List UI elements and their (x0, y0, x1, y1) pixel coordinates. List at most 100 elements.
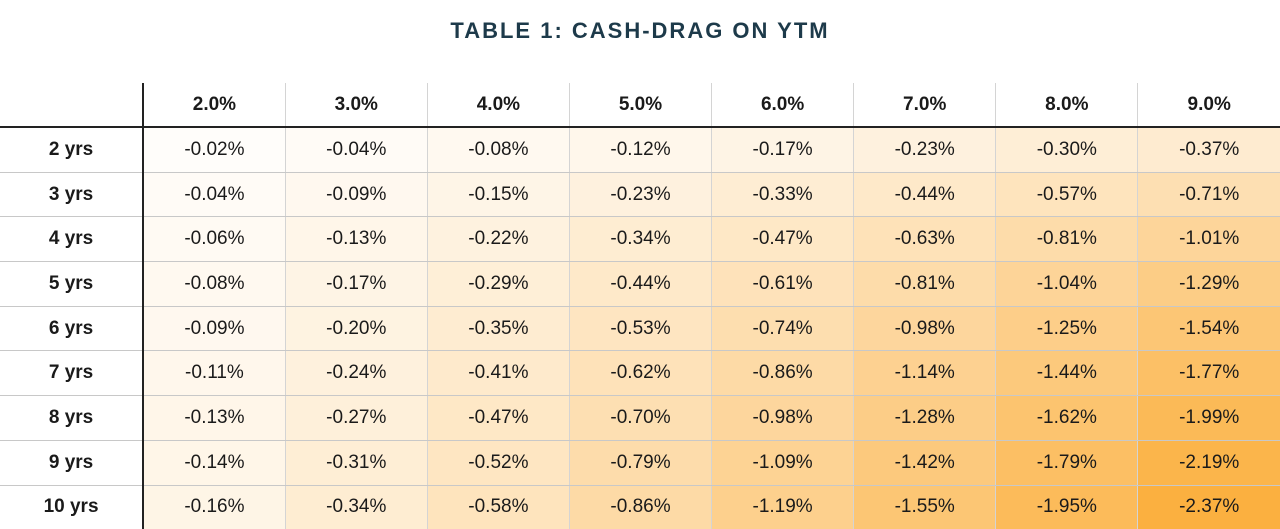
heatmap-cell: -1.25% (995, 306, 1138, 352)
heatmap-cell: -0.35% (426, 306, 570, 352)
table-row: 7 yrs -0.11% -0.24% -0.41% -0.62% -0.86% -1.14… (0, 350, 1280, 397)
heatmap-cell: -0.08% (142, 261, 286, 307)
heatmap-cell: -0.08% (426, 127, 570, 173)
heatmap-cell: -0.27% (284, 395, 428, 441)
column-header: 6.0% (711, 83, 854, 128)
heatmap-cell: -0.86% (711, 350, 854, 397)
table-row: 10 yrs -0.16% -0.34% -0.58% -0.86% -1.19% -1.5… (0, 485, 1280, 529)
heatmap-cell: -0.30% (995, 127, 1138, 173)
column-header: 7.0% (853, 83, 996, 128)
heatmap-cell: -0.12% (568, 127, 712, 173)
heatmap-cell: -0.57% (995, 172, 1138, 218)
heatmap-cell: -0.15% (426, 172, 570, 218)
table-row: 2 yrs -0.02% -0.04% -0.08% -0.12% -0.17% -0.23… (0, 127, 1280, 173)
heatmap-cell: -1.09% (711, 440, 854, 486)
heatmap-cell: -1.54% (1137, 306, 1280, 352)
table-row: 4 yrs -0.06% -0.13% -0.22% -0.34% -0.47% -0.63… (0, 216, 1280, 263)
heatmap-cell: -0.06% (142, 216, 286, 263)
column-header: 9.0% (1137, 83, 1280, 128)
row-header: 9 yrs (0, 440, 145, 486)
heatmap-cell: -0.16% (142, 485, 286, 529)
heatmap-cell: -0.23% (568, 172, 712, 218)
heatmap-cell: -0.63% (853, 216, 996, 263)
heatmap-cell: -0.20% (284, 306, 428, 352)
heatmap-cell: -0.14% (142, 440, 286, 486)
heatmap-cell: -1.14% (853, 350, 996, 397)
heatmap-cell: -1.99% (1137, 395, 1280, 441)
heatmap-cell: -1.19% (711, 485, 854, 529)
column-header: 2.0% (142, 83, 286, 128)
heatmap-cell: -0.33% (711, 172, 854, 218)
heatmap-cell: -0.74% (711, 306, 854, 352)
table-row: 3 yrs -0.04% -0.09% -0.15% -0.23% -0.33% -0.44… (0, 172, 1280, 218)
heatmap-cell: -0.31% (284, 440, 428, 486)
heatmap-cell: -1.79% (995, 440, 1138, 486)
heatmap-cell: -0.09% (284, 172, 428, 218)
heatmap-cell: -0.17% (711, 127, 854, 173)
row-header: 4 yrs (0, 216, 145, 263)
heatmap-cell: -0.98% (853, 306, 996, 352)
heatmap-cell: -0.81% (995, 216, 1138, 263)
row-header: 5 yrs (0, 261, 145, 307)
heatmap-cell: -0.11% (142, 350, 286, 397)
row-header: 2 yrs (0, 127, 145, 173)
heatmap-cell: -1.01% (1137, 216, 1280, 263)
heatmap-cell: -0.70% (568, 395, 712, 441)
heatmap-cell: -2.19% (1137, 440, 1280, 486)
column-header: 8.0% (995, 83, 1138, 128)
row-header: 8 yrs (0, 395, 145, 441)
heatmap-cell: -0.86% (568, 485, 712, 529)
heatmap-cell: -1.29% (1137, 261, 1280, 307)
table-row: 5 yrs -0.08% -0.17% -0.29% -0.44% -0.61% -0.81… (0, 261, 1280, 307)
table-row: 8 yrs -0.13% -0.27% -0.47% -0.70% -0.98% -1.28… (0, 395, 1280, 441)
heatmap-cell: -1.04% (995, 261, 1138, 307)
heatmap-cell: -0.13% (284, 216, 428, 263)
heatmap-cell: -0.47% (711, 216, 854, 263)
column-header: 4.0% (426, 83, 570, 128)
heatmap-cell: -0.58% (426, 485, 570, 529)
heatmap-cell: -0.53% (568, 306, 712, 352)
heatmap-cell: -0.34% (284, 485, 428, 529)
heatmap-cell: -0.44% (853, 172, 996, 218)
heatmap-cell: -0.71% (1137, 172, 1280, 218)
row-header: 6 yrs (0, 306, 145, 352)
heatmap-cell: -0.52% (426, 440, 570, 486)
row-header: 10 yrs (0, 485, 145, 529)
heatmap-cell: -0.37% (1137, 127, 1280, 173)
column-header: 5.0% (568, 83, 712, 128)
table-row: 9 yrs -0.14% -0.31% -0.52% -0.79% -1.09% -1.42… (0, 440, 1280, 486)
heatmap-cell: -0.09% (142, 306, 286, 352)
table-body: 2 yrs -0.02% -0.04% -0.08% -0.12% -0.17% -0.23… (0, 127, 1280, 529)
cash-drag-table: 2.0% 3.0% 4.0% 5.0% 6.0% 7.0% 8.0% 9.0% 2 yrs -0… (0, 83, 1280, 529)
heatmap-cell: -0.24% (284, 350, 428, 397)
heatmap-cell: -0.44% (568, 261, 712, 307)
heatmap-cell: -2.37% (1137, 485, 1280, 529)
heatmap-cell: -1.95% (995, 485, 1138, 529)
heatmap-cell: -0.29% (426, 261, 570, 307)
heatmap-cell: -1.77% (1137, 350, 1280, 397)
heatmap-cell: -0.23% (853, 127, 996, 173)
row-header: 3 yrs (0, 172, 145, 218)
heatmap-cell: -0.13% (142, 395, 286, 441)
heatmap-cell: -0.02% (142, 127, 286, 173)
heatmap-cell: -1.62% (995, 395, 1138, 441)
heatmap-cell: -0.04% (284, 127, 428, 173)
heatmap-cell: -0.04% (142, 172, 286, 218)
table-title: TABLE 1: CASH-DRAG ON YTM (450, 18, 830, 43)
heatmap-cell: -1.55% (853, 485, 996, 529)
heatmap-cell: -1.42% (853, 440, 996, 486)
heatmap-cell: -0.34% (568, 216, 712, 263)
heatmap-cell: -0.61% (711, 261, 854, 307)
heatmap-cell: -0.22% (426, 216, 570, 263)
heatmap-cell: -1.44% (995, 350, 1138, 397)
column-header: 3.0% (284, 83, 428, 128)
heatmap-cell: -0.17% (284, 261, 428, 307)
corner-cell (0, 83, 144, 128)
heatmap-cell: -0.79% (568, 440, 712, 486)
heatmap-cell: -0.98% (711, 395, 854, 441)
heatmap-cell: -1.28% (853, 395, 996, 441)
row-header: 7 yrs (0, 350, 145, 397)
heatmap-cell: -0.47% (426, 395, 570, 441)
heatmap-cell: -0.41% (426, 350, 570, 397)
table-row: 6 yrs -0.09% -0.20% -0.35% -0.53% -0.74% -0.98… (0, 306, 1280, 352)
